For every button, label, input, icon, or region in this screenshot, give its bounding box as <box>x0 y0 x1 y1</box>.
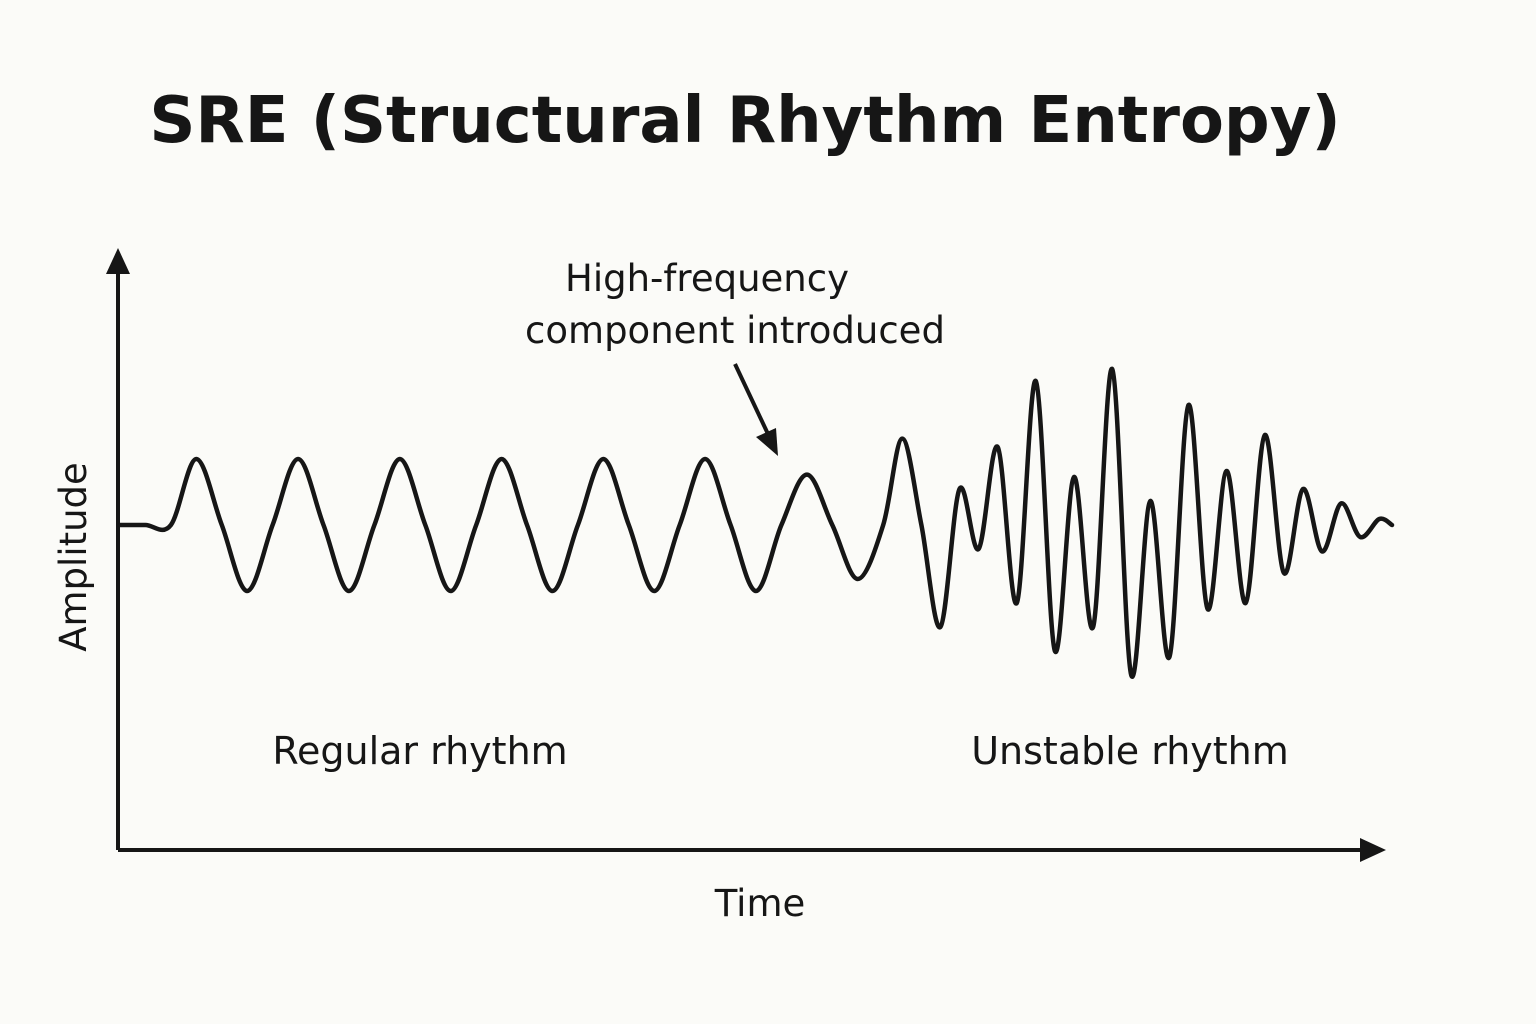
annotation-line-1: High-frequency <box>565 257 849 300</box>
region-label-regular: Regular rhythm <box>272 729 567 773</box>
x-axis-arrowhead <box>1360 838 1386 862</box>
y-axis-label: Amplitude <box>52 462 95 652</box>
annotation-arrow-line <box>733 363 770 435</box>
x-axis-label: Time <box>714 882 806 925</box>
annotation-arrowhead <box>756 428 778 456</box>
chart-title: SRE (Structural Rhythm Entropy) <box>149 84 1340 158</box>
annotation-line-2: component introduced <box>525 309 945 352</box>
y-axis-arrowhead <box>106 248 130 274</box>
x-axis: Time <box>118 838 1386 925</box>
annotation-high-frequency: High-frequency component introduced <box>525 257 945 456</box>
signal-series-line <box>117 366 1395 679</box>
region-label-unstable: Unstable rhythm <box>971 729 1289 773</box>
y-axis: Amplitude <box>52 248 130 850</box>
